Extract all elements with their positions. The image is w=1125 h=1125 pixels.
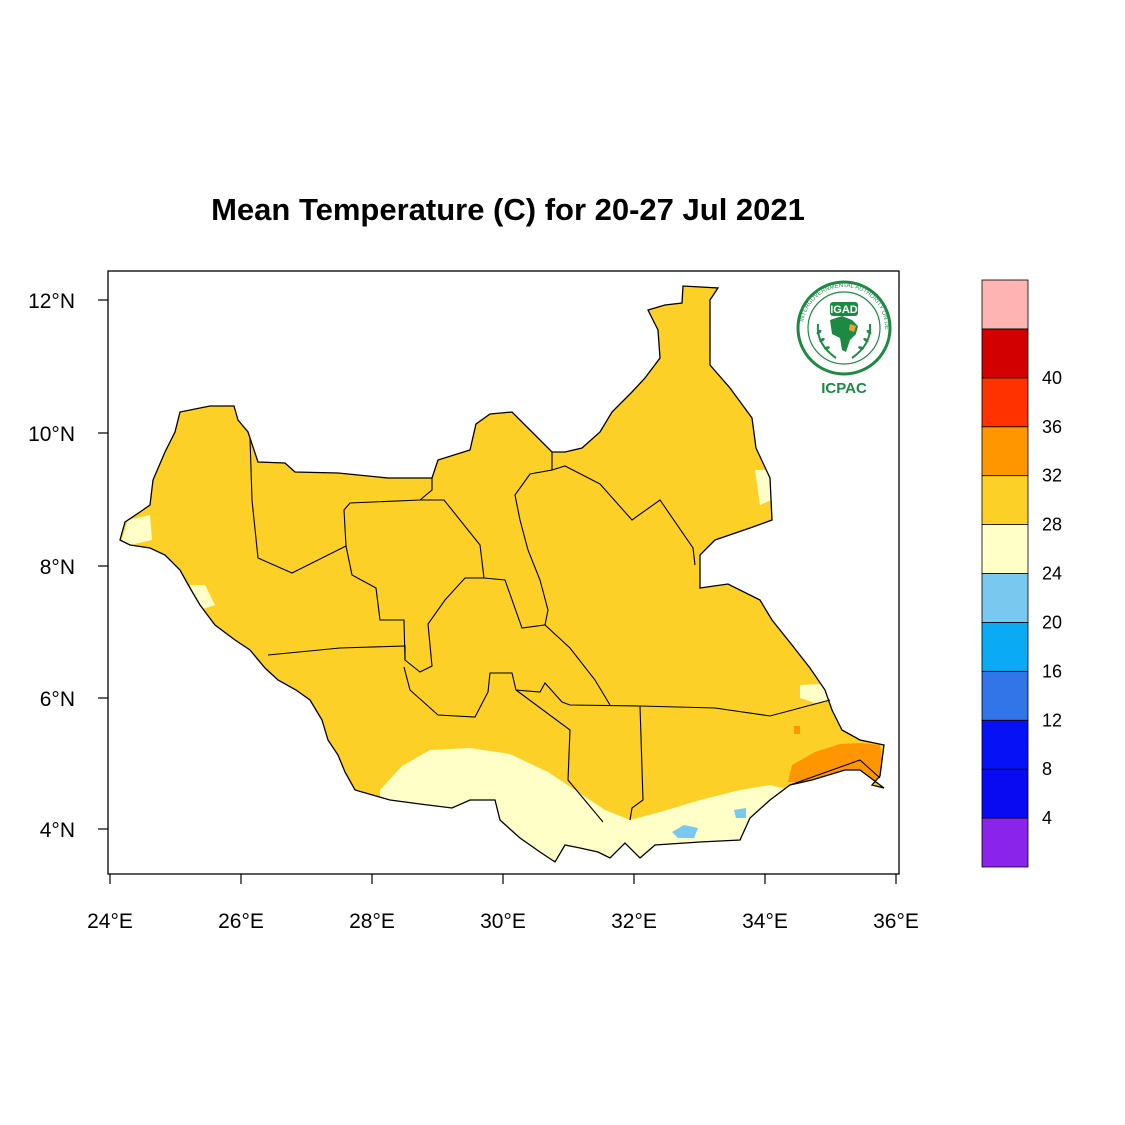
colorbar-swatch [981,328,1029,379]
colorbar-label: 24 [1042,564,1062,584]
x-tick-label: 28°E [349,910,395,933]
logo-icpac-text: ICPAC [821,380,867,397]
logo-igad-text: IGAD [830,304,858,316]
x-tick-label: 30°E [480,910,526,933]
colorbar-swatch [981,622,1029,672]
colorbar-swatch [981,279,1029,330]
colorbar-label: 20 [1042,612,1062,632]
x-tick-label: 32°E [611,910,657,933]
zone-16-20-a [672,825,698,838]
colorbar-swatch [981,573,1029,623]
land-base [120,286,884,862]
zone-20-24-west2 [190,585,215,610]
colorbar-swatch [981,377,1029,428]
colorbar-label: 32 [1042,466,1062,486]
colorbar-swatch [981,670,1029,721]
colorbar-swatch [981,719,1029,770]
colorbar-swatch [981,817,1029,868]
colorbar-label: 36 [1042,417,1062,437]
y-tick-label: 10°N [28,423,75,446]
x-tick-label: 26°E [218,910,264,933]
y-axis: 12°N 10°N 8°N 6°N 4°N [28,290,108,842]
zone-20-24-east [800,684,830,703]
colorbar-swatch [981,475,1029,525]
temperature-field [119,285,885,863]
colorbar-swatch [981,426,1029,477]
y-tick-label: 12°N [28,290,75,313]
x-tick-label: 24°E [87,910,133,933]
state-boundaries [249,437,881,823]
colorbar-label: 4 [1042,808,1052,828]
colorbar-label: 16 [1042,661,1062,681]
igad-icpac-logo: INTERGOVERNMENTAL AUTHORITY ON DEVELOPME… [790,276,896,400]
y-tick-label: 8°N [40,556,75,579]
colorbar-swatch [981,524,1029,574]
y-tick-label: 4°N [40,819,75,842]
colorbar-label: 12 [1042,710,1062,730]
x-axis: 24°E 26°E 28°E 30°E 32°E 34°E 36°E [87,874,919,933]
igad-emblem-icon: INTERGOVERNMENTAL AUTHORITY ON DEVELOPME… [790,276,892,376]
country-outline [119,285,885,863]
zone-20-24-ne [755,470,772,505]
colorbar-swatch [981,768,1029,819]
map-title: Mean Temperature (C) for 20-27 Jul 2021 [211,192,805,227]
y-tick-label: 6°N [40,688,75,711]
x-tick-label: 36°E [873,910,919,933]
zone-28-32-dot [794,726,800,734]
colorbar: 4 8 12 16 20 24 28 32 36 40 [981,279,1062,868]
zone-20-24-west [120,515,152,545]
colorbar-label: 8 [1042,759,1052,779]
colorbar-label: 28 [1042,515,1062,535]
x-tick-label: 34°E [742,910,788,933]
colorbar-label: 40 [1042,368,1062,388]
zone-16-20-b [734,808,746,818]
